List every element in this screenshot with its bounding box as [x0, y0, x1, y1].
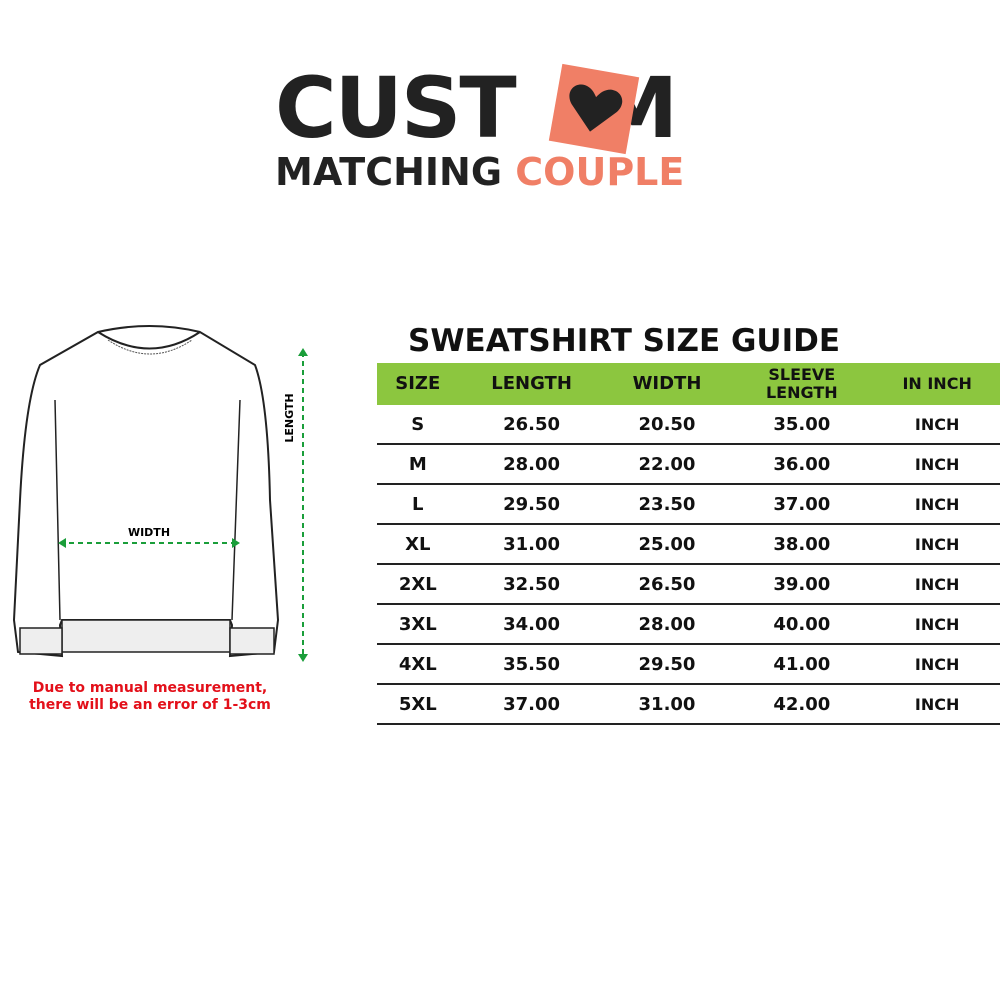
col-length: LENGTH: [458, 363, 605, 405]
sleeve-cell: 42.00: [729, 684, 875, 725]
unit-cell: INCH: [874, 564, 1000, 605]
length-cell: 26.50: [458, 405, 605, 445]
table-row: S 26.50 20.50 35.00 INCH: [377, 405, 1000, 445]
unit-cell: INCH: [874, 604, 1000, 645]
col-sleeve-length: SLEEVE LENGTH: [729, 363, 875, 405]
note-line: Due to manual measurement,: [32, 680, 268, 696]
brand-logo: CUST M MATCHING COUPLE: [275, 59, 725, 194]
length-cell: 34.00: [458, 604, 605, 645]
table-header: SIZE LENGTH WIDTH SLEEVE LENGTH IN INCH: [377, 363, 1000, 405]
sleeve-cell: 35.00: [729, 405, 875, 445]
unit-cell: INCH: [874, 405, 1000, 445]
logo-o-box: [548, 63, 640, 155]
size-cell: XL: [377, 524, 459, 565]
sleeve-cell: 36.00: [729, 444, 875, 485]
table-row: L 29.50 23.50 37.00 INCH: [377, 484, 1000, 525]
length-cell: 37.00: [458, 684, 605, 725]
length-cell: 29.50: [458, 484, 605, 525]
size-cell: 2XL: [377, 564, 459, 605]
table-row: 5XL 37.00 31.00 42.00 INCH: [377, 684, 1000, 725]
size-cell: L: [377, 484, 459, 525]
col-unit: IN INCH: [874, 363, 1000, 405]
width-cell: 23.50: [604, 484, 730, 525]
note-line: there will be an error of 1-3cm: [29, 697, 271, 713]
sweatshirt-diagram: WIDTH LENGTH: [12, 325, 308, 662]
size-cell: 5XL: [377, 684, 459, 725]
table-row: 3XL 34.00 28.00 40.00 INCH: [377, 604, 1000, 645]
length-cell: 35.50: [458, 644, 605, 685]
page-title: SWEATSHIRT SIZE GUIDE: [408, 323, 841, 359]
sleeve-cell: 41.00: [729, 644, 875, 685]
width-label: WIDTH: [128, 526, 170, 539]
sleeve-cell: 39.00: [729, 564, 875, 605]
width-cell: 26.50: [604, 564, 730, 605]
table-row: M 28.00 22.00 36.00 INCH: [377, 444, 1000, 485]
col-size: SIZE: [377, 363, 459, 405]
unit-cell: INCH: [874, 484, 1000, 525]
unit-cell: INCH: [874, 524, 1000, 565]
logo-word-custom: CUST M: [275, 59, 678, 157]
length-label: LENGTH: [283, 393, 296, 442]
length-cell: 31.00: [458, 524, 605, 565]
heart-icon: [569, 84, 623, 132]
table-row: 2XL 32.50 26.50 39.00 INCH: [377, 564, 1000, 605]
width-cell: 22.00: [604, 444, 730, 485]
size-cell: 4XL: [377, 644, 459, 685]
size-cell: 3XL: [377, 604, 459, 645]
measurement-note: Due to manual measurement, there will be…: [20, 680, 280, 714]
unit-cell: INCH: [874, 684, 1000, 725]
sleeve-cell: 38.00: [729, 524, 875, 565]
width-cell: 25.00: [604, 524, 730, 565]
col-width: WIDTH: [604, 363, 730, 405]
width-cell: 31.00: [604, 684, 730, 725]
table-row: 4XL 35.50 29.50 41.00 INCH: [377, 644, 1000, 685]
size-cell: S: [377, 405, 459, 445]
length-cell: 32.50: [458, 564, 605, 605]
width-cell: 20.50: [604, 405, 730, 445]
size-table: SIZE LENGTH WIDTH SLEEVE LENGTH IN INCH …: [377, 363, 1000, 725]
width-cell: 28.00: [604, 604, 730, 645]
table-row: XL 31.00 25.00 38.00 INCH: [377, 524, 1000, 565]
unit-cell: INCH: [874, 444, 1000, 485]
sleeve-cell: 40.00: [729, 604, 875, 645]
logo-tagline: MATCHING COUPLE: [275, 150, 685, 194]
sleeve-cell: 37.00: [729, 484, 875, 525]
width-cell: 29.50: [604, 644, 730, 685]
length-cell: 28.00: [458, 444, 605, 485]
unit-cell: INCH: [874, 644, 1000, 685]
size-cell: M: [377, 444, 459, 485]
